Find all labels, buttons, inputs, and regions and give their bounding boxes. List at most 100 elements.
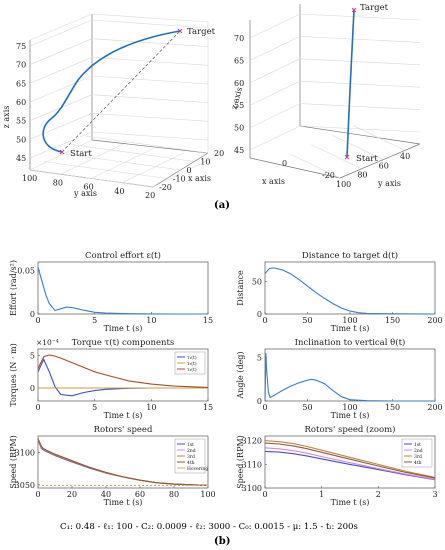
start-annotation: Start — [356, 154, 378, 164]
grid-line — [29, 139, 93, 171]
grid-line — [152, 156, 216, 188]
chart-title: Control effort ε(t) — [85, 250, 161, 261]
chart-title: Rotors' speed — [94, 425, 153, 435]
y-tick-label: 100 — [336, 180, 351, 189]
y-axis-label: Effort (rad/s²) — [9, 260, 18, 316]
axis-multiplier: ×10⁻⁴ — [36, 338, 59, 347]
grid-line — [29, 38, 93, 65]
grid-line — [29, 113, 93, 140]
x-tick-label: 3 — [432, 490, 437, 499]
z-axis-label: z axis — [2, 106, 11, 129]
x-axis-label: Time t (s) — [331, 324, 370, 333]
series-line — [264, 450, 436, 481]
grid-line — [299, 36, 421, 43]
grid-line — [91, 75, 209, 85]
legend-label: 2nd — [414, 448, 423, 454]
z-tick-label: 75 — [16, 42, 26, 51]
x-tick-label: 1 — [319, 490, 324, 499]
back-edge — [91, 139, 209, 154]
grid-line — [60, 143, 123, 175]
x-tick-label: 100 — [342, 316, 357, 325]
legend-label: 1st — [187, 442, 194, 448]
y-tick-label: 0 — [257, 310, 262, 319]
grid-line — [299, 58, 421, 66]
legend-label: Hovering — [187, 466, 208, 472]
grid-line — [29, 169, 154, 188]
start-marker — [344, 154, 350, 160]
y-tick-label: 3050 — [15, 481, 35, 490]
y-tick-label: 80 — [357, 171, 367, 180]
grid-line — [29, 131, 93, 159]
x-tick-label: -10 — [173, 175, 186, 184]
x-tick-label: 50 — [302, 403, 312, 412]
subfigure-a-label: (a) — [214, 200, 230, 211]
legend-label: τ₁(t) — [187, 354, 197, 361]
grid-line — [249, 36, 301, 61]
legend-label: τ₃(t) — [187, 366, 197, 373]
grid-line — [29, 57, 93, 84]
x-axis-label: Time t (s) — [331, 411, 370, 420]
chart-panel: Inclination to vertical θ(t) Time t (s) An… — [236, 337, 443, 420]
chart-panel: Control effort ε(t) Time t (s) Effort (rad… — [9, 250, 213, 333]
x-tick-label: 0 — [35, 490, 40, 499]
x-tick-label: 40 — [101, 490, 111, 499]
parameter-caption: C₁: 0.48 - ℓ₁: 100 - C₂: 0.0009 - ℓ₂: 30… — [60, 522, 358, 532]
x-tick-label: 5 — [92, 316, 97, 325]
series-line — [264, 440, 436, 478]
grid-line — [91, 148, 154, 179]
grid-line — [71, 144, 195, 162]
grid-line — [43, 161, 167, 179]
y-axis-label: Torques (N · m) — [9, 343, 18, 406]
y-axis-label: Distance — [236, 270, 245, 306]
legend-label: 4th — [414, 460, 422, 466]
y-tick-label: 3110 — [242, 460, 262, 469]
chart-panel: Torque τ(t) components Time t (s) Torques … — [9, 337, 213, 420]
x-tick-label: 10 — [146, 403, 156, 412]
y-axis-label: Speed (RPM) — [236, 435, 245, 489]
chart-title: Distance to target d(t) — [302, 250, 398, 261]
grid-line — [29, 75, 93, 103]
x-tick-label: 0 — [35, 316, 40, 325]
x-axis-label: x axis — [188, 174, 211, 183]
series-line — [37, 267, 208, 315]
series-line — [37, 354, 209, 388]
grid-line — [311, 144, 362, 169]
y-tick-label: 3120 — [242, 437, 262, 446]
x-tick-label: 0 — [262, 490, 267, 499]
x-axis-label: Time t (s) — [104, 498, 143, 507]
target-marker — [351, 7, 357, 13]
y-tick-label: 40 — [114, 187, 124, 196]
y-tick-label: 50 — [252, 278, 262, 287]
chart-panel: Rotors' speed (zoom) Time t (s) Speed (RPM… — [236, 424, 438, 507]
back-edge — [299, 125, 421, 145]
grid-line — [91, 113, 209, 122]
z-tick-label: 50 — [234, 124, 244, 133]
y-axis-label: y axis — [377, 179, 401, 188]
grid-line — [249, 58, 301, 84]
series-line — [264, 442, 436, 479]
x-tick-label: 15 — [203, 316, 213, 325]
x-tick-label: 0 — [262, 403, 267, 412]
x-axis-label: Time t (s) — [331, 498, 370, 507]
grid-line — [91, 19, 209, 29]
z-tick-label: 50 — [16, 135, 26, 144]
grid-line — [249, 80, 301, 106]
z-tick-label: 70 — [16, 61, 26, 70]
z-tick-label: 55 — [16, 117, 26, 126]
x-tick-label: 0 — [187, 166, 192, 175]
trajectory-curve — [42, 30, 181, 153]
start-marker — [59, 149, 65, 155]
z-tick-label: 70 — [234, 34, 244, 43]
legend-label: 3rd — [414, 454, 422, 460]
z-tick-label: 60 — [16, 98, 26, 107]
grid-line — [249, 13, 301, 39]
x-tick-label: 20 — [214, 149, 224, 158]
y-tick-label: 40 — [400, 152, 410, 161]
y-tick-label: 0 — [30, 384, 35, 393]
start-annotation: Start — [70, 149, 92, 159]
series-line — [264, 353, 435, 402]
z-tick-label: 55 — [234, 101, 244, 110]
grid-line — [122, 152, 185, 184]
